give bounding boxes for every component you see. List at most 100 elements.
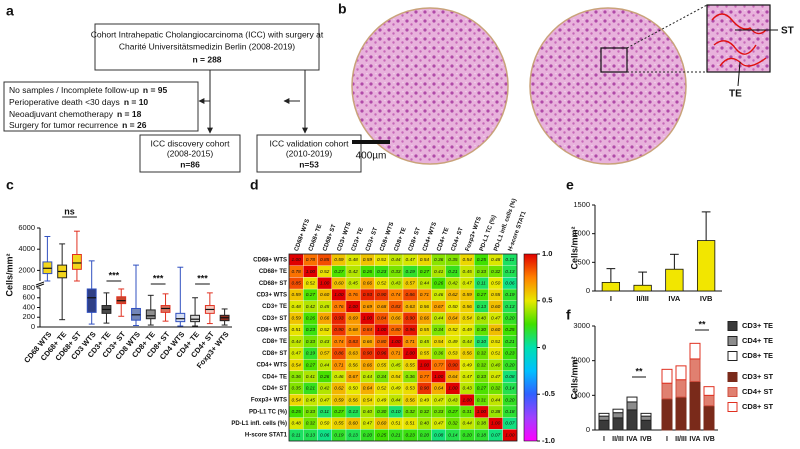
bar-segment bbox=[626, 409, 638, 431]
cell-label: 0.78 bbox=[306, 257, 316, 263]
cell-label: 0.31 bbox=[477, 397, 487, 403]
cell-label: 0.54 bbox=[291, 397, 301, 403]
cohort-line: Cohort Intrahepatic Cholangiocarcinoma (… bbox=[91, 29, 324, 39]
column-label: CD4+ ST bbox=[451, 227, 465, 253]
panel-label: b bbox=[338, 1, 347, 17]
bar-segment bbox=[703, 405, 715, 431]
row-label: CD4+ ST bbox=[262, 386, 287, 392]
cell-label: 0.56 bbox=[420, 304, 430, 310]
y-tick-label: 4000 bbox=[18, 244, 35, 253]
cell-label: 0.33 bbox=[391, 269, 401, 275]
cohort-n: n = 288 bbox=[192, 54, 221, 64]
cell-label: 0.90 bbox=[405, 316, 415, 322]
legend-label: CD4+ TE bbox=[742, 336, 773, 345]
bar-segment bbox=[661, 398, 673, 431]
y-tick-label: 0 bbox=[31, 322, 35, 331]
cell-label: 0.42 bbox=[348, 269, 358, 275]
exclusion-n: n = 95 bbox=[143, 85, 168, 95]
bar bbox=[601, 281, 621, 292]
significance: ** bbox=[698, 319, 706, 329]
bar bbox=[665, 268, 684, 292]
row-label: PD-L1 TC (%) bbox=[249, 409, 287, 415]
cell-label: 0.90 bbox=[448, 362, 458, 368]
row-label: CD68+ TE bbox=[259, 269, 287, 275]
cell-label: 0.40 bbox=[477, 316, 487, 322]
y-tick-label: 2000 bbox=[573, 356, 590, 365]
cell-label: 0.67 bbox=[348, 374, 358, 380]
cell-label: 0.53 bbox=[405, 386, 415, 392]
cell-label: 0.90 bbox=[363, 351, 373, 357]
cell-label: 0.41 bbox=[434, 269, 444, 275]
exclusion-text: Surgery for tumor recurrence bbox=[9, 120, 118, 130]
y-tick-label: 800 bbox=[22, 283, 35, 292]
cell-label: 0.20 bbox=[505, 362, 515, 368]
legend-swatch bbox=[727, 351, 738, 361]
cell-label: 0.51 bbox=[405, 421, 415, 427]
cell-label: 0.45 bbox=[320, 304, 330, 310]
cell-label: 0.60 bbox=[320, 292, 330, 298]
cell-label: 0.08 bbox=[434, 432, 444, 438]
cell-label: 0.33 bbox=[477, 269, 487, 275]
y-axis-label: Cells/mm² bbox=[569, 356, 579, 399]
cell-label: 0.44 bbox=[320, 362, 330, 368]
cell-label: 0.60 bbox=[348, 421, 358, 427]
cell-label: 0.14 bbox=[505, 386, 515, 392]
cell-label: 0.44 bbox=[434, 316, 444, 322]
y-tick-label: 1000 bbox=[573, 229, 590, 238]
exclusion: Surgery for tumor recurrence n = 26 bbox=[9, 120, 147, 130]
axis-break bbox=[35, 281, 45, 286]
panel-label: c bbox=[6, 177, 14, 193]
cell-label: 0.45 bbox=[420, 339, 430, 345]
cell-label: 0.20 bbox=[363, 432, 373, 438]
bar-segment bbox=[689, 380, 701, 431]
cell-label: 1.00 bbox=[348, 304, 358, 310]
bar-segment bbox=[598, 415, 610, 421]
cell-label: 1.00 bbox=[448, 386, 458, 392]
region-label: TE bbox=[729, 89, 742, 100]
cell-label: 1.00 bbox=[491, 421, 501, 427]
cell-label: 0.33 bbox=[306, 409, 316, 415]
cell-label: 0.45 bbox=[306, 397, 316, 403]
cell-label: 0.68 bbox=[348, 327, 358, 333]
column-label: CD68+ TE bbox=[308, 224, 323, 253]
cell-label: 0.64 bbox=[434, 386, 444, 392]
cell-label: 0.56 bbox=[348, 397, 358, 403]
cell-label: 0.34 bbox=[377, 374, 387, 380]
cell-label: 0.90 bbox=[420, 386, 430, 392]
cell-label: 0.50 bbox=[491, 280, 501, 286]
zoom-line bbox=[626, 4, 708, 49]
cell-label: 0.10 bbox=[391, 409, 401, 415]
cell-label: 0.66 bbox=[391, 316, 401, 322]
y-tick-label: 1500 bbox=[573, 200, 590, 209]
legend-swatch bbox=[727, 402, 738, 412]
exclusion-n: n = 26 bbox=[122, 120, 147, 130]
cell-label: 0.64 bbox=[448, 316, 458, 322]
cell-label: 0.85 bbox=[320, 257, 330, 263]
y-tick-label: 0 bbox=[586, 425, 590, 434]
cell-label: 0.42 bbox=[306, 304, 316, 310]
validation-n: n=53 bbox=[299, 159, 319, 169]
cell-label: 0.27 bbox=[334, 269, 344, 275]
y-tick-label: 400 bbox=[22, 302, 35, 311]
cell-label: 0.25 bbox=[477, 257, 487, 263]
cell-label: 0.25 bbox=[291, 409, 301, 415]
cell-label: 0.54 bbox=[434, 339, 444, 345]
cell-label: 0.25 bbox=[505, 327, 515, 333]
significance: *** bbox=[109, 270, 120, 280]
cell-label: 0.84 bbox=[363, 327, 373, 333]
cell-label: 0.64 bbox=[448, 374, 458, 380]
region-label: ST bbox=[781, 26, 794, 37]
cell-label: 0.51 bbox=[377, 257, 387, 263]
cell-label: 0.48 bbox=[291, 304, 301, 310]
cell-label: 0.51 bbox=[391, 421, 401, 427]
cell-label: 0.55 bbox=[405, 362, 415, 368]
cell-label: 0.19 bbox=[505, 292, 515, 298]
exclusion-n: n = 18 bbox=[117, 109, 142, 119]
row-label: CD3+ ST bbox=[262, 316, 287, 322]
x-tick-label: I bbox=[610, 294, 612, 303]
bar-segment bbox=[661, 368, 673, 384]
cell-label: 0.32 bbox=[491, 269, 501, 275]
cell-label: 0.90 bbox=[377, 292, 387, 298]
cell-label: 0.42 bbox=[448, 280, 458, 286]
cell-label: 0.77 bbox=[434, 362, 444, 368]
